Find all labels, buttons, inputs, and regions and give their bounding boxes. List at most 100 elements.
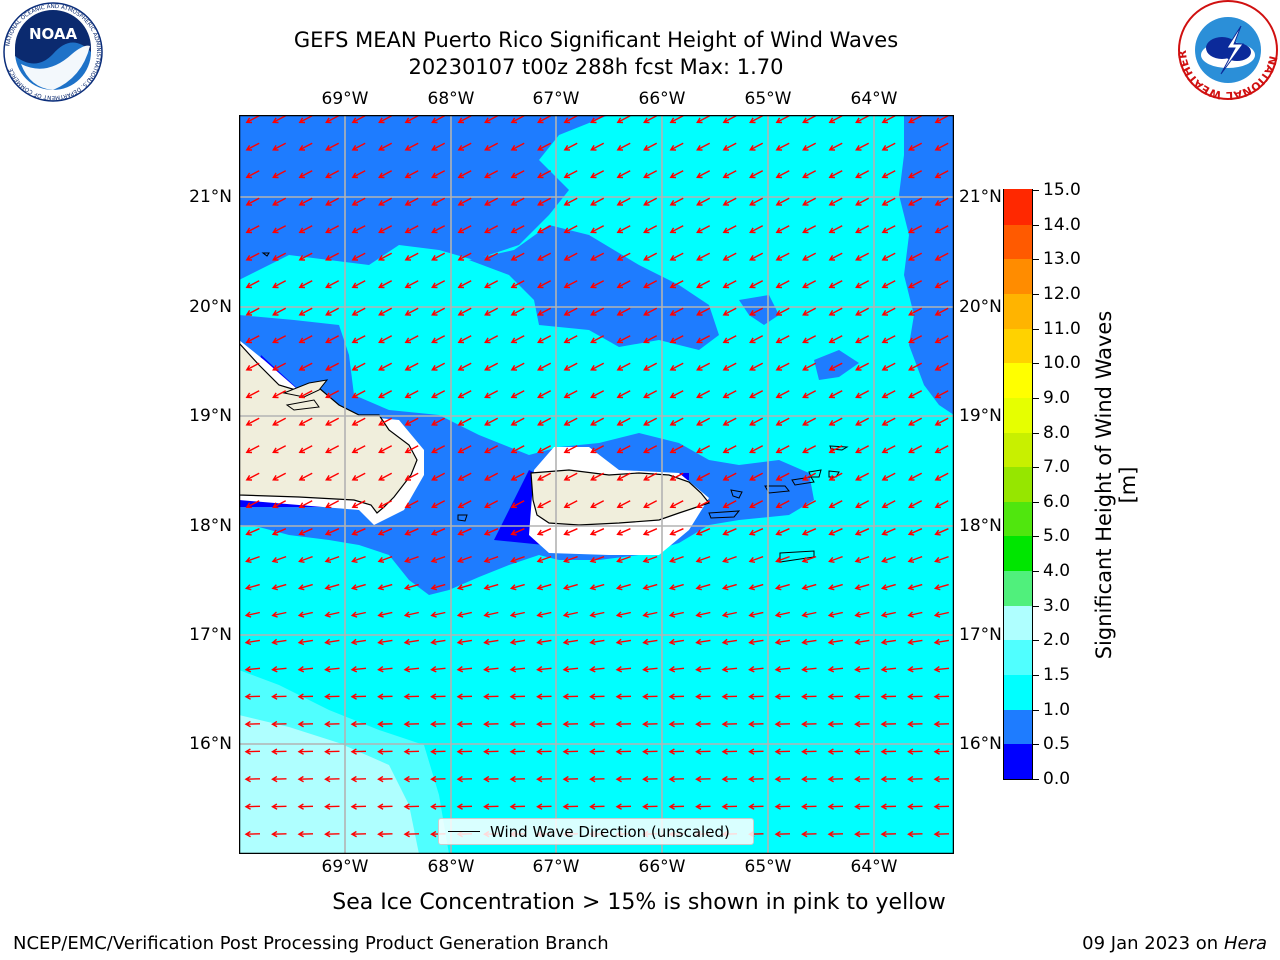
wind-wave-arrow <box>272 170 287 179</box>
wind-wave-arrow <box>721 803 738 810</box>
wind-wave-arrow <box>590 472 605 481</box>
wind-wave-arrow <box>537 390 552 399</box>
wind-wave-arrow <box>696 225 711 234</box>
nws-logo: NATIONAL WEATHER SERVICE <box>1177 0 1279 100</box>
wind-wave-arrow <box>589 775 605 783</box>
wind-wave-arrow <box>615 775 632 783</box>
wind-wave-arrow <box>510 280 525 289</box>
wind-wave-arrow <box>908 225 923 234</box>
wind-wave-arrow <box>695 611 711 618</box>
lon-label-bottom: 64°W <box>850 857 898 877</box>
wind-wave-arrow <box>642 528 658 536</box>
wind-wave-arrow <box>590 280 605 289</box>
lon-label-top: 67°W <box>532 89 580 109</box>
wind-wave-arrow <box>324 638 340 646</box>
wind-wave-arrow <box>403 638 420 646</box>
wind-wave-arrow <box>695 555 711 563</box>
wind-wave-arrow <box>616 335 631 344</box>
wind-wave-arrow <box>272 252 287 261</box>
wind-wave-arrow <box>509 775 526 783</box>
wind-wave-arrow <box>245 280 260 289</box>
wind-wave-arrow <box>377 555 393 563</box>
wind-wave-arrow <box>775 115 790 124</box>
lat-label-right: 16°N <box>959 734 1002 754</box>
wind-wave-arrow <box>298 362 313 371</box>
wind-wave-arrow <box>695 693 711 700</box>
wind-wave-arrow <box>749 197 764 206</box>
colorbar-segment <box>1004 466 1032 502</box>
wind-wave-arrow <box>934 280 949 289</box>
wind-wave-arrow <box>721 693 738 700</box>
wind-wave-arrow <box>775 142 790 151</box>
wind-wave-arrow <box>431 142 446 151</box>
wind-wave-arrow <box>934 390 949 399</box>
wind-wave-arrow <box>457 142 472 151</box>
lon-label-top: 65°W <box>744 89 792 109</box>
wind-wave-arrow <box>696 500 711 509</box>
wind-wave-arrow <box>404 390 419 399</box>
wind-wave-arrow <box>749 115 764 124</box>
wind-wave-arrow <box>297 638 314 646</box>
wind-wave-arrow <box>378 417 393 426</box>
colorbar-segment <box>1004 709 1032 745</box>
wind-wave-arrow <box>907 528 923 536</box>
wind-wave-arrow <box>907 638 923 646</box>
colorbar-tick-label: 4.0 <box>1043 561 1071 582</box>
wind-wave-arrow <box>774 775 791 783</box>
wind-wave-arrow <box>510 252 525 261</box>
wind-wave-arrow <box>643 170 658 179</box>
wind-wave-arrow <box>378 115 393 124</box>
wind-wave-arrow <box>590 500 605 509</box>
wind-wave-arrow <box>244 803 261 810</box>
wind-wave-arrow <box>908 362 923 371</box>
wind-wave-arrow <box>642 748 658 755</box>
wind-wave-arrow <box>827 693 844 700</box>
wind-wave-arrow <box>457 390 472 399</box>
wind-wave-arrow <box>749 307 764 316</box>
wind-wave-arrow <box>855 362 870 371</box>
wind-wave-arrow <box>536 638 552 646</box>
wind-wave-arrow <box>378 445 393 454</box>
lat-label-left: 16°N <box>189 734 232 754</box>
wind-wave-arrow <box>510 225 525 234</box>
wind-wave-arrow <box>378 335 393 344</box>
wind-wave-arrow <box>881 142 896 151</box>
mona-island <box>457 514 468 522</box>
wind-wave-arrow <box>378 500 393 509</box>
map-plot <box>239 115 954 854</box>
wind-wave-arrow <box>456 583 472 591</box>
wind-wave-arrow <box>245 390 260 399</box>
wind-wave-arrow <box>642 693 658 700</box>
colorbar-tick-label: 8.0 <box>1043 422 1071 443</box>
wind-wave-arrow <box>615 693 632 700</box>
wind-wave-arrow <box>245 307 260 316</box>
wind-wave-arrow <box>510 335 525 344</box>
wind-wave-arrow <box>801 775 817 783</box>
wind-wave-arrow <box>828 528 843 536</box>
wind-wave-arrow <box>325 307 340 316</box>
wind-wave-arrow <box>669 417 684 426</box>
wind-wave-arrow <box>351 225 366 234</box>
wind-wave-arrow <box>933 666 950 673</box>
wind-wave-arrow <box>827 611 843 618</box>
wind-wave-arrow <box>669 472 684 481</box>
wind-wave-arrow <box>484 252 499 261</box>
wind-wave-arrow <box>244 638 261 646</box>
wind-wave-arrow <box>590 417 605 426</box>
wind-wave-arrow <box>430 638 446 646</box>
wind-wave-arrow <box>351 197 366 206</box>
wind-wave-arrow <box>244 693 261 700</box>
wind-wave-arrow <box>775 528 790 536</box>
wind-wave-arrow <box>324 748 340 755</box>
wind-wave-arrow <box>696 307 711 316</box>
wind-wave-arrow <box>722 417 737 426</box>
wind-wave-arrow <box>404 142 419 151</box>
wind-wave-arrow <box>749 225 764 234</box>
wind-wave-arrow <box>404 528 419 536</box>
wind-wave-arrow <box>245 335 260 344</box>
wind-wave-arrow <box>643 417 658 426</box>
wind-wave-arrow <box>590 445 605 454</box>
wind-wave-arrow <box>589 748 605 755</box>
wind-wave-arrow <box>907 748 923 755</box>
wind-wave-arrow <box>431 197 446 206</box>
